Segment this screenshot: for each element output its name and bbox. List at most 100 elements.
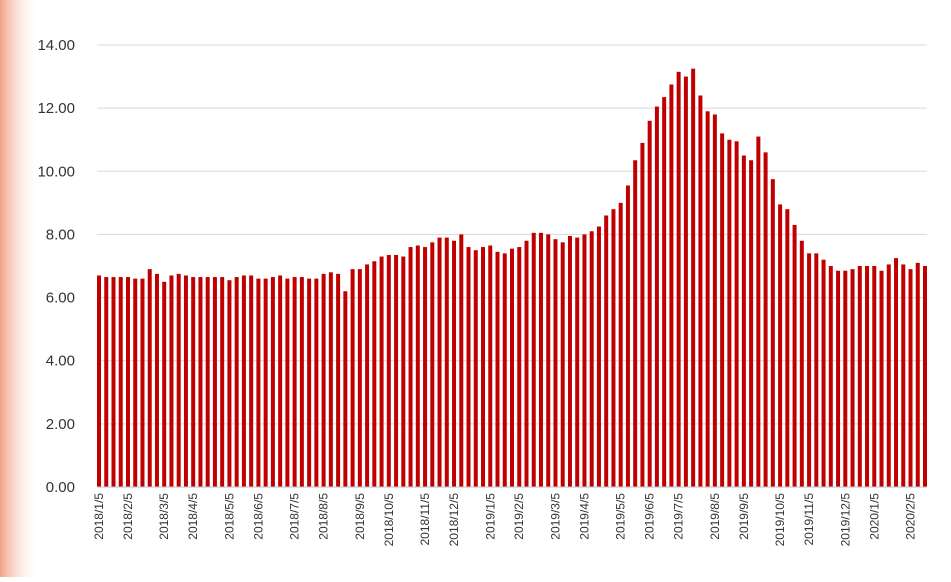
x-tick-label: 2019/9/5 xyxy=(737,493,751,540)
bar xyxy=(133,279,137,487)
bar xyxy=(698,96,702,487)
bar xyxy=(880,271,884,487)
bar xyxy=(503,253,507,487)
bar xyxy=(271,277,275,487)
bar xyxy=(336,274,340,487)
bar xyxy=(713,114,717,487)
x-tick-label: 2019/4/5 xyxy=(577,493,591,540)
bar xyxy=(380,257,384,487)
bar xyxy=(749,160,753,487)
bar xyxy=(568,236,572,487)
x-tick-label: 2018/11/5 xyxy=(418,493,432,546)
bar xyxy=(481,247,485,487)
bar xyxy=(735,141,739,487)
y-tick-label: 8.00 xyxy=(46,226,75,243)
chart: 0.002.004.006.008.0010.0012.0014.002018/… xyxy=(0,0,951,577)
bar xyxy=(322,274,326,487)
bar xyxy=(198,277,202,487)
bar xyxy=(923,266,927,487)
y-tick-label: 0.00 xyxy=(46,479,75,496)
bar xyxy=(285,279,289,487)
bar xyxy=(793,225,797,487)
bar xyxy=(561,242,565,487)
bar xyxy=(459,234,463,487)
bar xyxy=(235,277,239,487)
bar xyxy=(111,277,115,487)
bar xyxy=(800,241,804,487)
bar xyxy=(293,277,297,487)
bar xyxy=(872,266,876,487)
y-tick-label: 14.00 xyxy=(37,37,75,54)
bar xyxy=(742,156,746,488)
x-tick-label: 2018/9/5 xyxy=(353,493,367,540)
bar xyxy=(633,160,637,487)
bar xyxy=(553,239,557,487)
bar xyxy=(807,253,811,487)
bar xyxy=(445,238,449,487)
bar xyxy=(416,245,420,487)
bar xyxy=(706,111,710,487)
bar xyxy=(467,247,471,487)
bar xyxy=(452,241,456,487)
bar xyxy=(669,84,673,487)
bar xyxy=(575,238,579,487)
bar xyxy=(901,264,905,487)
bar xyxy=(220,277,224,487)
x-tick-label: 2018/4/5 xyxy=(186,493,200,540)
bar xyxy=(829,266,833,487)
bar xyxy=(126,277,130,487)
bar xyxy=(597,227,601,487)
y-tick-label: 6.00 xyxy=(46,290,75,307)
bar xyxy=(249,275,253,487)
bar xyxy=(169,275,173,487)
bar xyxy=(539,233,543,487)
bar xyxy=(858,266,862,487)
bar xyxy=(307,279,311,487)
x-tick-label: 2020/1/5 xyxy=(867,493,881,540)
x-tick-label: 2018/3/5 xyxy=(157,493,171,540)
bar xyxy=(148,269,152,487)
bar xyxy=(684,77,688,487)
bar xyxy=(894,258,898,487)
bar xyxy=(256,279,260,487)
bar xyxy=(582,234,586,487)
bar xyxy=(727,140,731,487)
x-tick-label: 2019/8/5 xyxy=(708,493,722,540)
bar xyxy=(814,253,818,487)
bar xyxy=(611,209,615,487)
bar xyxy=(677,72,681,487)
bar xyxy=(619,203,623,487)
x-tick-label: 2018/2/5 xyxy=(121,493,135,540)
bar xyxy=(191,277,195,487)
x-tick-label: 2019/10/5 xyxy=(773,493,787,547)
bar xyxy=(532,233,536,487)
y-tick-label: 4.00 xyxy=(46,353,75,370)
bar xyxy=(264,279,268,487)
bar xyxy=(206,277,210,487)
bar xyxy=(140,279,144,487)
bar xyxy=(401,257,405,487)
bar xyxy=(358,269,362,487)
x-tick-label: 2018/7/5 xyxy=(288,493,302,540)
bar xyxy=(423,247,427,487)
bar xyxy=(843,271,847,487)
bar xyxy=(626,185,630,487)
bar xyxy=(887,264,891,487)
x-tick-label: 2018/5/5 xyxy=(222,493,236,540)
bar xyxy=(409,247,413,487)
bar xyxy=(438,238,442,487)
bar xyxy=(394,255,398,487)
y-tick-label: 10.00 xyxy=(37,163,75,180)
bar xyxy=(365,264,369,487)
bar xyxy=(822,260,826,487)
bar xyxy=(300,277,304,487)
bar xyxy=(278,275,282,487)
bar xyxy=(177,274,181,487)
bar xyxy=(162,282,166,487)
bar xyxy=(836,271,840,487)
bar xyxy=(546,234,550,487)
bar xyxy=(387,255,391,487)
bar xyxy=(524,241,528,487)
bar xyxy=(227,280,231,487)
bar xyxy=(778,204,782,487)
